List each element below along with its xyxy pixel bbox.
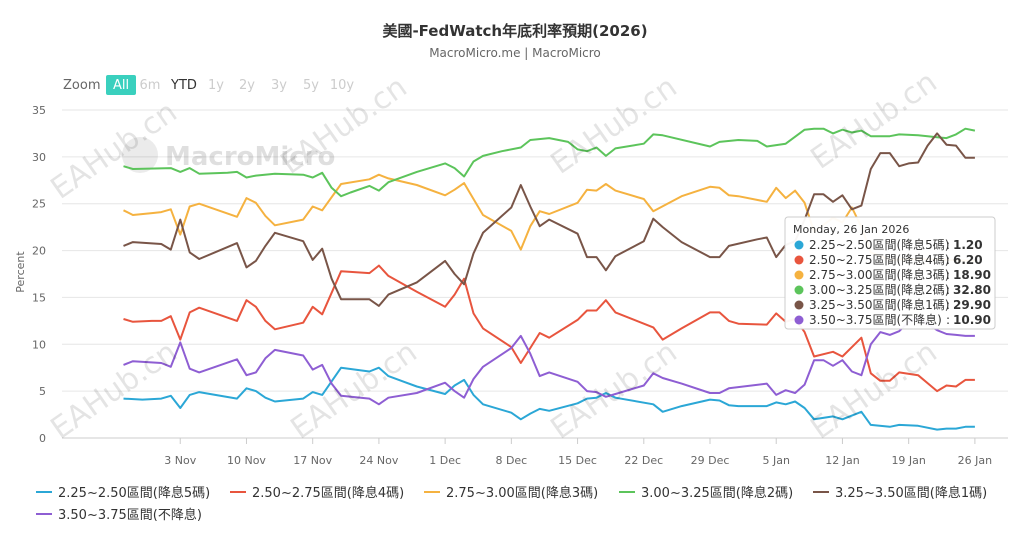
watermark-text: EAHub.cn — [805, 65, 944, 177]
x-tick-label: 10 Nov — [227, 454, 266, 467]
y-tick-label: 10 — [32, 338, 46, 351]
x-tick-label: 12 Jan — [825, 454, 859, 467]
zoom-label: Zoom — [63, 78, 100, 93]
tooltip-row-value: 1.20 — [953, 238, 983, 252]
zoom-button-5y[interactable]: 5y — [303, 78, 319, 93]
macromicro-logo: MacroMicro — [122, 137, 335, 173]
series-line-4[interactable] — [123, 127, 976, 198]
legend-item-6[interactable]: 3.50~3.75區間(不降息) — [36, 507, 202, 523]
tooltip-row-separator: : — [946, 238, 950, 252]
zoom-all-highlight — [106, 75, 136, 95]
tooltip-row-value: 10.90 — [953, 313, 991, 327]
tooltip-row-value: 32.80 — [953, 283, 991, 297]
x-tick-label: 1 Dec — [429, 454, 461, 467]
tooltip-row-separator: : — [946, 268, 950, 282]
watermark-text: EAHub.cn — [545, 335, 684, 447]
legend: 2.25~2.50區間(降息5碼) 2.50~2.75區間(降息4碼) 2.75~3… — [36, 485, 987, 523]
tooltip-box — [784, 216, 996, 330]
zoom-button-2y[interactable]: 2y — [239, 78, 255, 93]
x-axis-ticks: 3 Nov 10 Nov 17 Nov 24 Nov 1 Dec 8 Dec 15 Dec 2… — [62, 437, 1008, 467]
legend-item-1[interactable]: 2.25~2.50區間(降息5碼) — [36, 485, 210, 501]
legend-label: 2.50~2.75區間(降息4碼) — [252, 485, 404, 501]
legend-label: 3.00~3.25區間(降息2碼) — [641, 485, 793, 501]
x-tick-label: 29 Dec — [691, 454, 730, 467]
chart-title: 美國-FedWatch年底利率預期(2026) — [382, 22, 647, 40]
legend-item-2[interactable]: 2.50~2.75區間(降息4碼) — [230, 485, 404, 501]
watermark-text: EAHub.cn — [545, 70, 684, 182]
tooltip-date: Monday, 26 Jan 2026 — [793, 223, 909, 236]
tooltip-swatch — [794, 285, 804, 295]
watermark-text: EAHub.cn — [45, 95, 184, 207]
zoom-button-ytd[interactable]: YTD — [170, 78, 197, 93]
y-tick-label: 5 — [39, 385, 46, 398]
legend-item-4[interactable]: 3.00~3.25區間(降息2碼) — [619, 485, 793, 501]
tooltip-swatch — [794, 315, 804, 325]
tooltip-swatch — [794, 240, 804, 250]
logo-icon — [122, 137, 158, 173]
tooltip-row-value: 18.90 — [953, 268, 991, 282]
legend-item-3[interactable]: 2.75~3.00區間(降息3碼) — [424, 485, 598, 501]
tooltip-row-value: 6.20 — [953, 253, 983, 267]
watermark-text: EAHub.cn — [805, 335, 944, 447]
watermark-text: EAHub.cn — [285, 335, 424, 447]
zoom-button-10y[interactable]: 10y — [330, 78, 355, 93]
tooltip-row-label: 2.75~3.00區間(降息3碼) — [809, 267, 950, 282]
watermark-text: EAHub.cn — [45, 335, 184, 447]
tooltip: Monday, 26 Jan 2026 2.25~2.50區間(降息5碼): 1.… — [784, 216, 996, 330]
series-line-6[interactable] — [123, 317, 975, 406]
y-tick-label: 15 — [32, 291, 46, 304]
tooltip-row-label: 3.00~3.25區間(降息2碼) — [809, 282, 950, 297]
tooltip-swatch — [794, 270, 804, 280]
tooltip-row-value: 29.90 — [953, 298, 991, 312]
tooltip-row-label: 3.25~3.50區間(降息1碼) — [809, 297, 950, 312]
zoom-button-3y[interactable]: 3y — [271, 78, 287, 93]
legend-item-5[interactable]: 3.25~3.50區間(降息1碼) — [813, 485, 987, 501]
tooltip-swatch — [794, 255, 804, 265]
legend-label: 3.25~3.50區間(降息1碼) — [835, 485, 987, 501]
tooltip-row-separator: : — [946, 283, 950, 297]
y-tick-label: 30 — [32, 151, 46, 164]
zoom-button-1y[interactable]: 1y — [208, 78, 224, 93]
zoom-button-6m[interactable]: 6m — [140, 78, 161, 93]
tooltip-row-label: 2.50~2.75區間(降息4碼) — [809, 252, 950, 267]
x-tick-label: 22 Dec — [624, 454, 663, 467]
y-tick-label: 35 — [32, 104, 46, 117]
tooltip-swatch — [794, 300, 804, 310]
tooltip-row-separator: : — [946, 298, 950, 312]
series-line-2[interactable] — [123, 264, 975, 393]
x-tick-label: 3 Nov — [164, 454, 196, 467]
tooltip-row-separator: : — [946, 313, 950, 327]
x-tick-label: 17 Nov — [293, 454, 332, 467]
tooltip-row-label: 2.25~2.50區間(降息5碼) — [809, 237, 950, 252]
zoom-selector: Zoom All 6m YTD 1y 2y 3y 5y 10y — [63, 75, 354, 95]
y-tick-label: 0 — [39, 432, 46, 445]
legend-label: 3.50~3.75區間(不降息) — [58, 507, 202, 523]
chart-subtitle: MacroMicro.me | MacroMicro — [429, 46, 601, 60]
tooltip-row-label: 3.50~3.75區間(不降息) — [809, 312, 942, 327]
y-axis-ticks: 0 5 10 15 20 25 30 35 — [32, 104, 46, 445]
series-lines — [123, 127, 976, 431]
x-tick-label: 24 Nov — [359, 454, 398, 467]
y-tick-label: 20 — [32, 245, 46, 258]
y-axis-title: Percent — [14, 251, 27, 293]
legend-label: 2.25~2.50區間(降息5碼) — [58, 485, 210, 501]
legend-label: 2.75~3.00區間(降息3碼) — [446, 485, 598, 501]
zoom-button-all[interactable]: All — [113, 78, 129, 93]
series-line-1[interactable] — [123, 366, 975, 431]
x-tick-label: 19 Jan — [891, 454, 925, 467]
x-tick-label: 8 Dec — [495, 454, 527, 467]
tooltip-row-separator: : — [946, 253, 950, 267]
y-tick-label: 25 — [32, 198, 46, 211]
tooltip-rows: 2.25~2.50區間(降息5碼): 1.202.50~2.75區間(降息4碼):… — [794, 237, 991, 327]
x-tick-label: 26 Jan — [958, 454, 992, 467]
series-line-5[interactable] — [123, 132, 975, 307]
x-tick-label: 5 Jan — [763, 454, 790, 467]
x-tick-label: 15 Dec — [558, 454, 597, 467]
logo-text: MacroMicro — [165, 142, 335, 172]
